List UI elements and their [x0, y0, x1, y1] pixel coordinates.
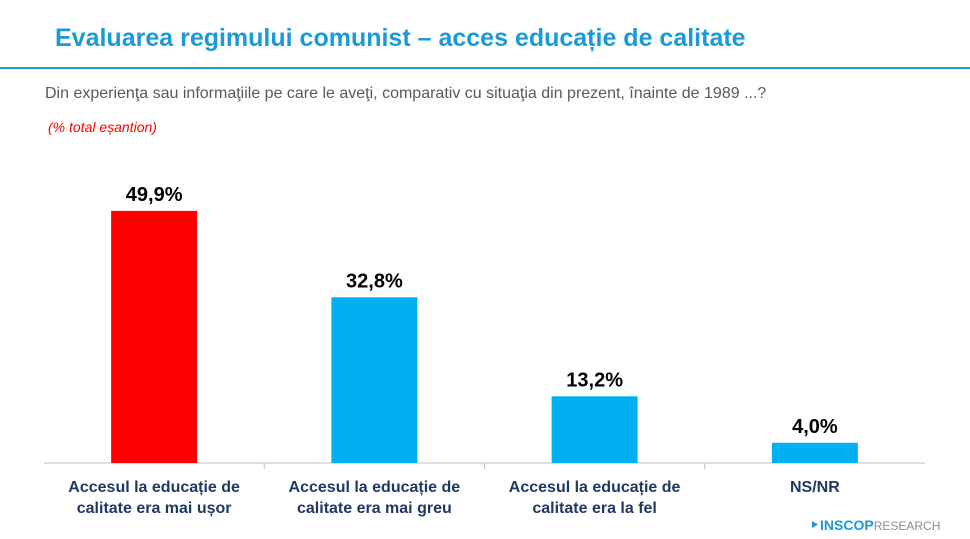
- x-tick-label: Accesul la educație de calitate era la f…: [508, 479, 681, 517]
- x-tick-label: Accesul la educație de calitate era mai …: [68, 479, 240, 517]
- x-tick-label: Accesul la educație de calitate era mai …: [288, 479, 461, 517]
- logo: INSCOPRESEARCH: [812, 517, 940, 533]
- value-label: 32,8%: [346, 270, 403, 292]
- x-tick-label: NS/NR: [789, 479, 840, 496]
- logo-suffix: RESEARCH: [874, 519, 941, 533]
- bar: [771, 442, 858, 463]
- value-label: 4,0%: [792, 416, 838, 438]
- bar: [551, 396, 638, 463]
- value-label: 13,2%: [566, 369, 623, 391]
- subtitle: Din experienţa sau informaţiile pe care …: [45, 85, 766, 102]
- logo-icon: [812, 521, 818, 528]
- bar: [331, 297, 418, 463]
- value-label: 49,9%: [126, 184, 183, 206]
- chart-title: Evaluarea regimului comunist – acces edu…: [55, 24, 746, 52]
- logo-name: INSCOP: [820, 517, 874, 533]
- bar: [111, 210, 198, 463]
- logo-text: INSCOPRESEARCH: [820, 517, 940, 533]
- note: (% total eșantion): [48, 119, 157, 135]
